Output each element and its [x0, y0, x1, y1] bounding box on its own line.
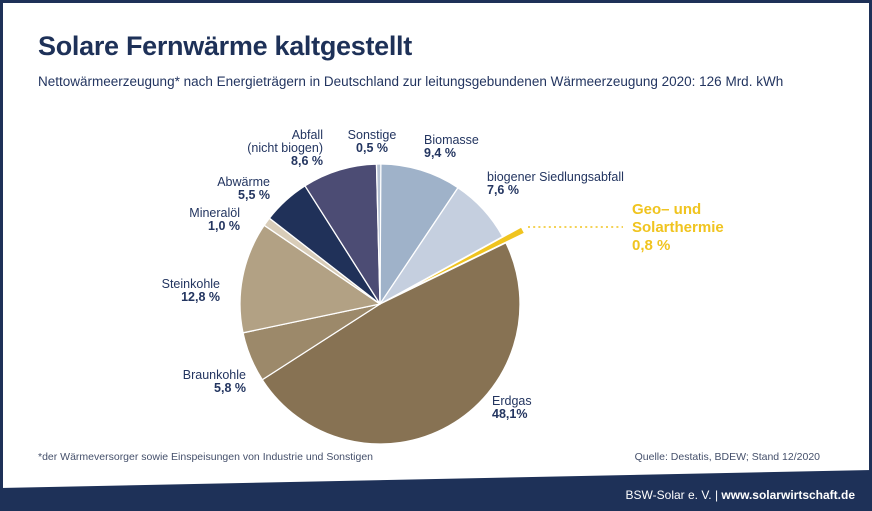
- slice-label-text: Abfall: [291, 128, 323, 142]
- pie-slice-sonstige: [375, 163, 382, 305]
- pie-slice-geo-und-solarthermie: [398, 226, 526, 295]
- slice-label-steinkohle: Steinkohle 12,8 %: [162, 278, 220, 304]
- page-title: Solare Fernwärme kaltgestellt: [38, 31, 412, 61]
- slice-label-value: 0,5 %: [356, 141, 388, 155]
- slice-label-value: 5,5 %: [238, 188, 270, 202]
- slice-label-braunkohle: Braunkohle 5,8 %: [183, 369, 246, 395]
- slice-label-abfall: Abfall (nicht biogen) 8,6 %: [247, 129, 323, 168]
- slice-label-value: 0,8 %: [632, 237, 671, 254]
- slice-label-geo-und-solarthermie: Geo– und Solarthermie 0,8 %: [632, 201, 724, 255]
- slice-label-text: Biomasse: [424, 133, 479, 147]
- slice-label-text: Erdgas: [492, 394, 532, 408]
- slice-label-erdgas: Erdgas 48,1%: [492, 395, 532, 421]
- slice-label-text: Sonstige: [347, 128, 397, 142]
- slice-label-biomasse: Biomasse 9,4 %: [424, 134, 479, 160]
- slice-label-text: biogener Siedlungsabfall: [487, 170, 624, 184]
- slice-label-value: 12,8 %: [181, 290, 220, 304]
- slice-label-mineraloel: Mineralöl 1,0 %: [189, 207, 240, 233]
- slice-label-biogener-siedlungsabfall: biogener Siedlungsabfall 7,6 %: [487, 171, 624, 197]
- slice-label-value: 7,6 %: [487, 183, 519, 197]
- footnote: *der Wärmeversorger sowie Einspeisungen …: [38, 451, 374, 463]
- slice-label-value: 1,0 %: [208, 219, 240, 233]
- slice-label-value: 5,8 %: [214, 381, 246, 395]
- slice-label-abwaerme: Abwärme 5,5 %: [217, 176, 270, 202]
- slice-label-text: Steinkohle: [161, 277, 220, 291]
- pie-slice-biomasse: [379, 163, 459, 305]
- slice-label-value: 8,6 %: [291, 154, 323, 168]
- slice-label-text: Mineralöl: [189, 206, 240, 220]
- publisher-separator: |: [714, 488, 719, 502]
- source-credit: Quelle: Destatis, BDEW; Stand 12/2020: [634, 451, 820, 463]
- publisher-line: BSW-Solar e. V. | www.solarwirtschaft.de: [626, 488, 855, 502]
- slice-label-value: 9,4 %: [424, 146, 456, 160]
- pie-slice-erdgas: [261, 242, 521, 445]
- pie-slice-steinkohle: [239, 224, 381, 334]
- slice-label-text: (nicht biogen): [247, 141, 323, 155]
- slice-label-text: Abwärme: [217, 175, 270, 189]
- slice-label-text: Solarthermie: [632, 219, 724, 236]
- slice-label-text: Braunkohle: [182, 368, 246, 382]
- slice-label-sonstige: Sonstige 0,5 %: [337, 129, 407, 155]
- page-subtitle: Nettowärmeerzeugung* nach Energieträgern…: [38, 74, 784, 89]
- publisher-name: BSW-Solar e. V.: [625, 488, 712, 502]
- pie-slices-group: [239, 163, 526, 445]
- slice-label-text: Geo– und: [632, 201, 702, 218]
- publisher-website: www.solarwirtschaft.de: [721, 488, 855, 502]
- slice-label-value: 48,1%: [492, 407, 528, 421]
